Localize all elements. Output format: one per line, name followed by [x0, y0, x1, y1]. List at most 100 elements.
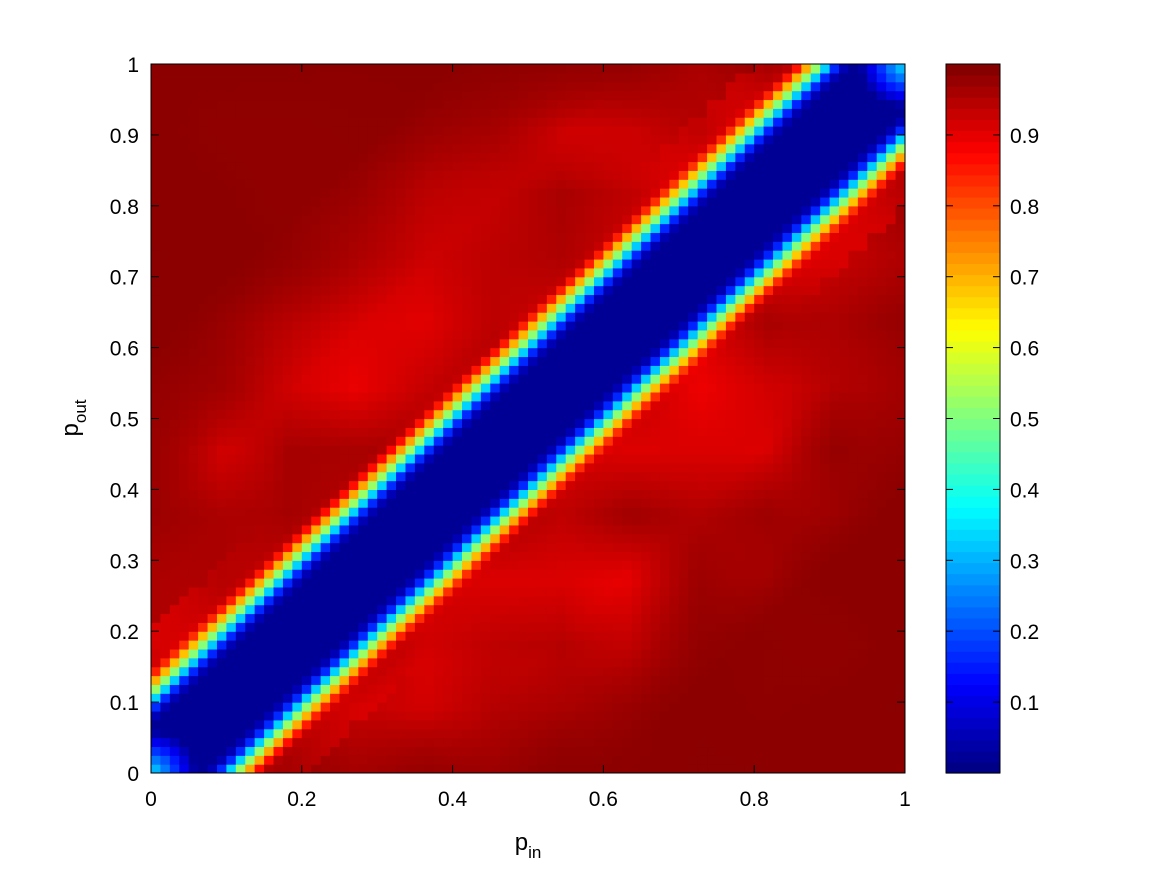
heatmap-cell	[235, 294, 246, 304]
heatmap-cell	[612, 356, 623, 366]
heatmap-cell	[452, 471, 463, 482]
heatmap-cell	[490, 604, 501, 615]
heatmap-cell	[348, 409, 359, 420]
heatmap-cell	[292, 303, 303, 313]
heatmap-cell	[546, 383, 557, 393]
heatmap-cell	[235, 81, 246, 92]
heatmap-cell	[499, 409, 510, 420]
heatmap-cell	[716, 329, 727, 340]
heatmap-cell	[584, 205, 595, 216]
heatmap-cell	[575, 622, 586, 632]
heatmap-cell	[697, 99, 708, 109]
heatmap-cell	[320, 72, 331, 83]
heatmap-cell	[414, 312, 425, 322]
heatmap-cell	[264, 684, 275, 694]
heatmap-cell	[631, 400, 642, 411]
heatmap-cell	[377, 640, 388, 650]
heatmap-cell	[330, 719, 341, 730]
heatmap-cell	[528, 312, 539, 322]
heatmap-cell	[330, 188, 341, 198]
heatmap-cell	[339, 560, 350, 570]
heatmap-cell	[603, 179, 614, 189]
heatmap-cell	[188, 81, 199, 92]
heatmap-cell	[348, 258, 359, 269]
heatmap-cell	[499, 267, 510, 278]
heatmap-cell	[631, 604, 642, 615]
heatmap-cell	[367, 90, 378, 101]
heatmap-cell	[160, 702, 171, 712]
heatmap-cell	[631, 276, 642, 287]
heatmap-cell	[386, 196, 397, 207]
heatmap-cell	[528, 152, 539, 163]
heatmap-cell	[678, 374, 689, 384]
heatmap-cell	[509, 117, 520, 127]
heatmap-cell	[631, 524, 642, 535]
heatmap-cell	[659, 365, 670, 375]
heatmap-cell	[339, 143, 350, 154]
heatmap-cell	[207, 560, 218, 570]
heatmap-cell	[603, 196, 614, 207]
heatmap-cell	[377, 453, 388, 464]
heatmap-cell	[725, 250, 736, 260]
heatmap-cell	[697, 347, 708, 358]
heatmap-cell	[499, 453, 510, 464]
heatmap-cell	[245, 303, 256, 313]
heatmap-cell	[659, 737, 670, 748]
heatmap-cell	[207, 374, 218, 384]
heatmap-cell	[311, 223, 322, 233]
heatmap-cell	[367, 728, 378, 739]
heatmap-cell	[471, 702, 482, 712]
heatmap-cell	[669, 480, 680, 490]
heatmap-cell	[405, 693, 416, 703]
heatmap-cell	[235, 383, 246, 393]
heatmap-cell	[546, 152, 557, 163]
heatmap-cell	[471, 657, 482, 668]
heatmap-cell	[565, 214, 576, 225]
heatmap-cell	[641, 471, 652, 482]
heatmap-cell	[367, 737, 378, 748]
heatmap-cell	[405, 737, 416, 748]
heatmap-cell	[207, 578, 218, 588]
heatmap-cell	[575, 143, 586, 154]
heatmap-cell	[565, 338, 576, 349]
heatmap-cell	[480, 409, 491, 420]
heatmap-cell	[631, 196, 642, 207]
heatmap-cell	[443, 356, 454, 366]
heatmap-cell	[282, 365, 293, 375]
heatmap-cell	[490, 436, 501, 446]
heatmap-cell	[386, 188, 397, 198]
heatmap-cell	[650, 515, 661, 526]
heatmap-cell	[311, 498, 322, 508]
heatmap-cell	[405, 551, 416, 561]
heatmap-cell	[273, 365, 284, 375]
heatmap-cell	[462, 321, 473, 331]
heatmap-cell	[678, 214, 689, 225]
heatmap-cell	[499, 755, 510, 765]
heatmap-cell	[226, 542, 237, 553]
heatmap-cell	[612, 737, 623, 748]
heatmap-cell	[659, 400, 670, 411]
heatmap-cell	[678, 250, 689, 260]
heatmap-cell	[509, 693, 520, 703]
heatmap-cell	[301, 578, 312, 588]
heatmap-cell	[348, 719, 359, 730]
heatmap-cell	[386, 578, 397, 588]
heatmap-cell	[669, 196, 680, 207]
heatmap-cell	[377, 321, 388, 331]
heatmap-cell	[433, 161, 444, 171]
heatmap-cell	[273, 64, 284, 74]
heatmap-cell	[725, 81, 736, 92]
heatmap-cell	[245, 675, 256, 685]
heatmap-cell	[490, 81, 501, 92]
heatmap-cell	[584, 675, 595, 685]
heatmap-cell	[443, 427, 454, 437]
heatmap-cell	[565, 303, 576, 313]
heatmap-cell	[443, 347, 454, 358]
heatmap-cell	[499, 152, 510, 163]
heatmap-cell	[396, 374, 407, 384]
heatmap-cell	[716, 578, 727, 588]
heatmap-cell	[603, 232, 614, 242]
heatmap-cell	[198, 675, 209, 685]
heatmap-cell	[198, 99, 209, 109]
heatmap-cell	[462, 383, 473, 393]
